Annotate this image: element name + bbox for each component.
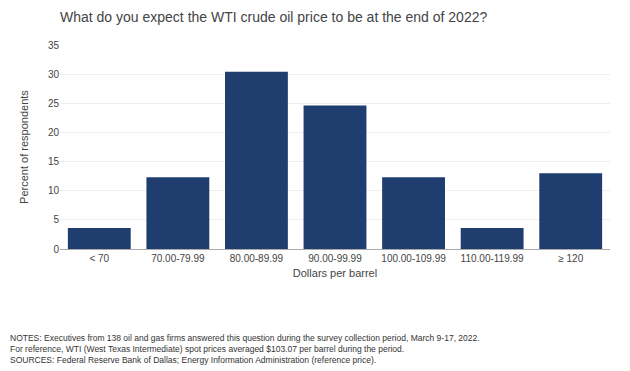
svg-text:110.00-119.99: 110.00-119.99 xyxy=(461,253,524,264)
svg-text:70.00-79.99: 70.00-79.99 xyxy=(151,253,205,264)
svg-text:Percent of respondents: Percent of respondents xyxy=(18,90,30,204)
svg-text:What do you expect the WTI cru: What do you expect the WTI crude oil pri… xyxy=(60,9,487,25)
svg-text:90.00-99.99: 90.00-99.99 xyxy=(308,253,362,264)
svg-text:≥ 120: ≥ 120 xyxy=(558,253,583,264)
svg-text:10: 10 xyxy=(48,185,60,196)
svg-text:35: 35 xyxy=(48,40,60,51)
svg-text:Dollars per barrel: Dollars per barrel xyxy=(293,267,377,279)
svg-text:25: 25 xyxy=(48,98,60,109)
svg-text:0: 0 xyxy=(53,244,59,255)
svg-text:< 70: < 70 xyxy=(89,253,109,264)
svg-text:100.00-109.99: 100.00-109.99 xyxy=(381,253,446,264)
svg-text:20: 20 xyxy=(48,127,60,138)
svg-text:5: 5 xyxy=(53,214,59,225)
svg-text:15: 15 xyxy=(48,156,60,167)
svg-text:80.00-89.99: 80.00-89.99 xyxy=(230,253,284,264)
svg-text:30: 30 xyxy=(48,69,60,80)
svg-text:NOTES: Executives from 138 oil: NOTES: Executives from 138 oil and gas f… xyxy=(10,333,480,365)
